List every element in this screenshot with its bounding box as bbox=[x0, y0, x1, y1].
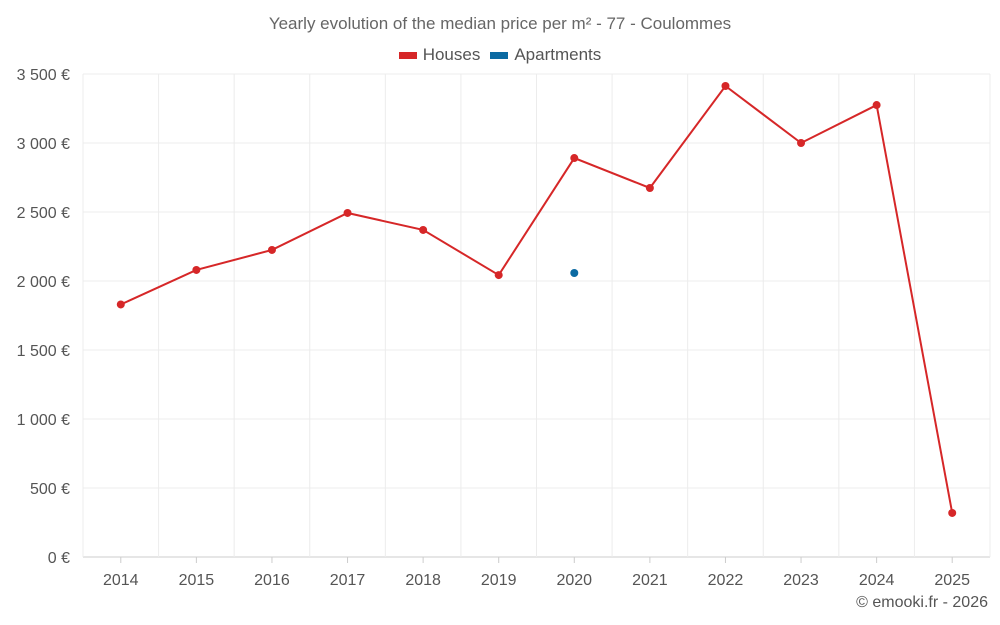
x-tick-label: 2022 bbox=[708, 572, 744, 589]
data-point-houses bbox=[721, 82, 730, 91]
data-point-houses bbox=[267, 245, 276, 254]
x-tick-label: 2020 bbox=[556, 572, 592, 589]
legend-swatch-houses bbox=[398, 51, 417, 59]
x-tick-label: 2014 bbox=[103, 572, 139, 589]
legend-item-houses[interactable]: Houses bbox=[398, 45, 481, 65]
data-point-houses bbox=[645, 183, 654, 192]
y-tick-label: 3 500 € bbox=[17, 67, 70, 84]
x-tick-label: 2023 bbox=[783, 572, 819, 589]
legend-item-apartments[interactable]: Apartments bbox=[490, 45, 601, 65]
x-tick-label: 2018 bbox=[405, 572, 441, 589]
x-tick-label: 2016 bbox=[254, 572, 290, 589]
x-tick-label: 2015 bbox=[179, 572, 215, 589]
data-point-houses bbox=[116, 300, 125, 309]
data-point-apartments bbox=[570, 268, 579, 277]
y-tick-label: 1 000 € bbox=[17, 412, 70, 429]
legend-label-houses: Houses bbox=[422, 45, 481, 64]
data-point-houses bbox=[192, 265, 201, 274]
legend-label-apartments: Apartments bbox=[514, 45, 602, 64]
x-tick-label: 2021 bbox=[632, 572, 668, 589]
x-tick-label: 2024 bbox=[859, 572, 895, 589]
data-point-houses bbox=[948, 508, 957, 517]
chart-title: Yearly evolution of the median price per… bbox=[268, 14, 732, 33]
y-tick-label: 2 000 € bbox=[17, 274, 70, 291]
legend: Houses Apartments bbox=[0, 45, 1000, 65]
credit-text: © emooki.fr - 2026 bbox=[856, 594, 988, 611]
y-tick-label: 2 500 € bbox=[17, 205, 70, 222]
x-tick-label: 2017 bbox=[330, 572, 366, 589]
y-tick-label: 1 500 € bbox=[17, 343, 70, 360]
data-point-houses bbox=[419, 225, 428, 234]
x-tick-label: 2025 bbox=[934, 572, 970, 589]
data-point-houses bbox=[343, 208, 352, 217]
legend-swatch-apartments bbox=[490, 51, 509, 59]
y-tick-label: 3 000 € bbox=[17, 136, 70, 153]
series-line-houses bbox=[120, 84, 954, 514]
y-tick-label: 500 € bbox=[30, 481, 70, 498]
y-tick-label: 0 € bbox=[48, 550, 70, 567]
x-tick-label: 2019 bbox=[481, 572, 517, 589]
data-point-houses bbox=[872, 101, 881, 110]
data-point-houses bbox=[570, 154, 579, 163]
data-point-houses bbox=[797, 139, 806, 147]
data-point-houses bbox=[494, 271, 503, 280]
